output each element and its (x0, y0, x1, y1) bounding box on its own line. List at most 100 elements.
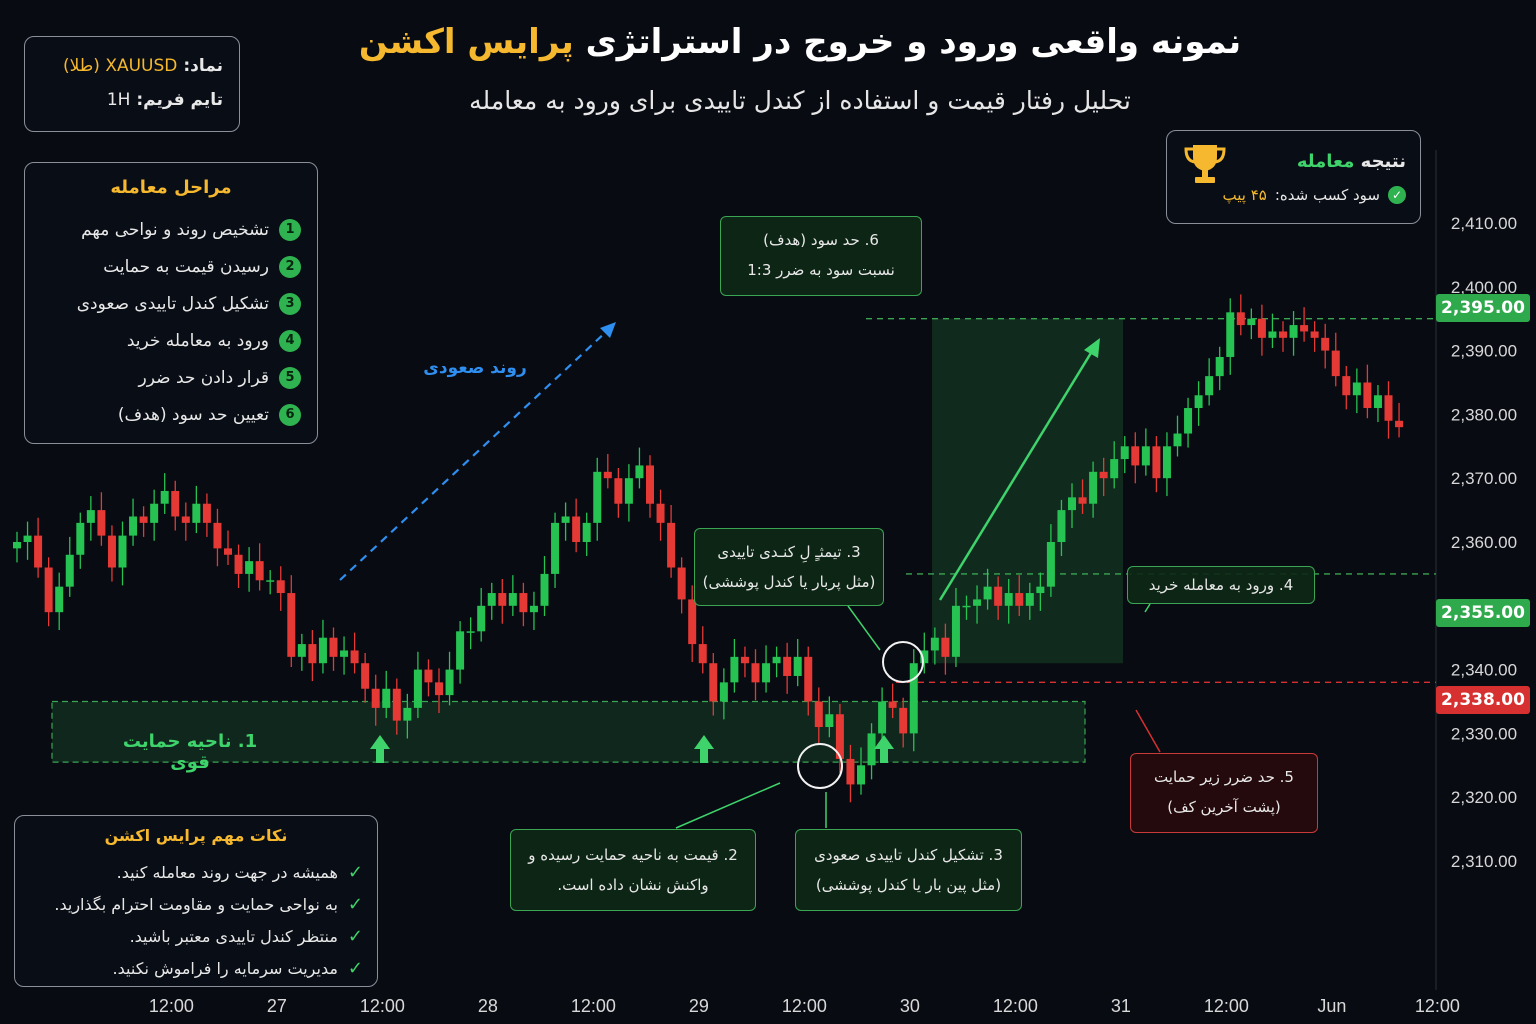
page-title: نمونه واقعی ورود و خروج در استراتژی پرای… (250, 22, 1350, 62)
candle-body (667, 522, 676, 568)
step-number-badge: 3 (279, 292, 301, 315)
callout-5-line1: 5. حد ضرر زیر حمایت (1154, 768, 1294, 786)
x-tick-label: 29 (689, 996, 709, 1016)
up-arrow-icon (370, 735, 390, 763)
up-arrow-icon (874, 735, 894, 763)
candle-body (899, 707, 908, 734)
candle-body (86, 510, 95, 523)
tip-label: مدیریت سرمایه را فراموش نکنید. (112, 958, 338, 978)
candle-body (540, 573, 549, 606)
candle-body (1226, 312, 1235, 357)
step-item: 1 تشخیص روند و نواحی مهم (41, 211, 301, 248)
candle-body (1068, 497, 1076, 511)
candle-body (867, 733, 876, 766)
step-label: قرار دادن حد ضرر (138, 367, 269, 388)
candle-body (656, 503, 665, 523)
result-title-accent: معامله (1296, 150, 1355, 172)
candle-body (361, 663, 370, 689)
candle-body (65, 554, 74, 587)
candle-body (340, 650, 349, 657)
callout-5-line2: (پشت آخرین کف) (1167, 798, 1281, 816)
candle-body (477, 605, 486, 632)
candle-body (392, 688, 401, 721)
y-tick-label: 2,390.00 (1451, 342, 1517, 361)
step-item: 5 قرار دادن حد ضرر (41, 359, 301, 396)
trophy-icon (1181, 143, 1229, 183)
candle-body (276, 580, 285, 594)
callout-confirmation-candle-2: 3. تیمثـٍ لِ کنـدی تاییدی (مثل پربار یا … (694, 528, 884, 606)
symbol-label: نماد: (183, 56, 223, 76)
low-highlight-circle (797, 743, 843, 789)
page-subtitle: تحلیل رفتار قیمت و استفاده از کندل تایید… (469, 86, 1131, 115)
candle-body (44, 567, 53, 613)
candle-body (920, 650, 929, 664)
candle-body (835, 714, 844, 759)
candle-body (825, 714, 834, 728)
candle-body (1046, 542, 1055, 587)
stop-loss-price-tag: 2,338.00 (1436, 686, 1530, 714)
steps-list: 1 تشخیص روند و نواحی مهم 2 رسیدن قیمت به حم… (41, 211, 301, 433)
candle-body (1395, 420, 1404, 428)
candle-body (118, 535, 127, 568)
candle-body (677, 567, 686, 600)
candle-body (55, 586, 64, 613)
candle-body (1342, 376, 1351, 396)
candle-body (878, 701, 887, 734)
candle-body (1173, 433, 1182, 447)
candle-body (413, 669, 422, 708)
candle-body (160, 490, 169, 504)
candle-body (150, 503, 159, 523)
y-tick-label: 2,370.00 (1451, 469, 1517, 488)
candle-body (635, 465, 644, 479)
candle-body (403, 707, 412, 721)
candle-body (529, 605, 538, 613)
candle-body (382, 688, 391, 708)
candle-body (1078, 497, 1087, 504)
x-tick-label: 27 (267, 996, 287, 1016)
callout-stop-loss: 5. حد ضرر زیر حمایت (پشت آخرین کف) (1130, 753, 1318, 833)
candle-body (962, 605, 971, 608)
take-profit-price-tag: 2,395.00 (1436, 294, 1530, 322)
tip-item: ✓ مدیریت سرمایه را فراموش نکنید. (29, 952, 363, 984)
step-item: 3 تشکیل کندل تاییدی صعودی (41, 285, 301, 322)
candle-body (561, 516, 570, 523)
callout-2-connector (675, 782, 781, 829)
candle-body (508, 593, 517, 606)
x-tick-label: Jun (1317, 996, 1346, 1016)
candle-body (1194, 395, 1203, 409)
candle-body (245, 561, 254, 574)
step-item: 4 ورود به معامله خرید (41, 322, 301, 359)
candle-body (762, 663, 771, 683)
candle-body (688, 599, 697, 645)
candle-body (23, 535, 32, 542)
candle-body (740, 656, 749, 664)
candle-body (614, 478, 623, 504)
entry-price-tag: 2,355.00 (1436, 599, 1530, 627)
tips-panel: نکات مهم پرایس اکشن ✓ همیشه در جهت روند م… (14, 815, 378, 987)
candle-body (139, 516, 148, 523)
candle-body (1205, 376, 1214, 396)
y-tick-label: 2,310.00 (1451, 852, 1517, 871)
step-number-badge: 2 (279, 255, 301, 278)
step-number-badge: 1 (279, 218, 301, 241)
candle-body (297, 644, 306, 657)
candle-body (804, 656, 813, 702)
steps-title: مراحل معامله (110, 177, 232, 198)
candle-body (1110, 459, 1119, 479)
step-label: ورود به معامله خرید (126, 330, 269, 351)
candle-body (1300, 325, 1309, 332)
callout-6-line1: 6. حد سود (هدف) (763, 231, 879, 249)
result-title: نتیجه (1360, 150, 1406, 172)
candle-body (814, 701, 823, 728)
check-circle-icon: ✓ (1388, 186, 1406, 204)
candle-body (930, 637, 939, 651)
check-icon: ✓ (347, 925, 363, 947)
candle-body (1331, 350, 1340, 377)
candle-body (624, 478, 633, 504)
candle-body (1268, 331, 1277, 338)
candle-body (1015, 593, 1024, 606)
candle-body (1215, 356, 1224, 377)
candle-body (456, 631, 465, 670)
candle-body (994, 586, 1003, 606)
step-label: تعیین حد سود (هدف) (117, 404, 269, 425)
